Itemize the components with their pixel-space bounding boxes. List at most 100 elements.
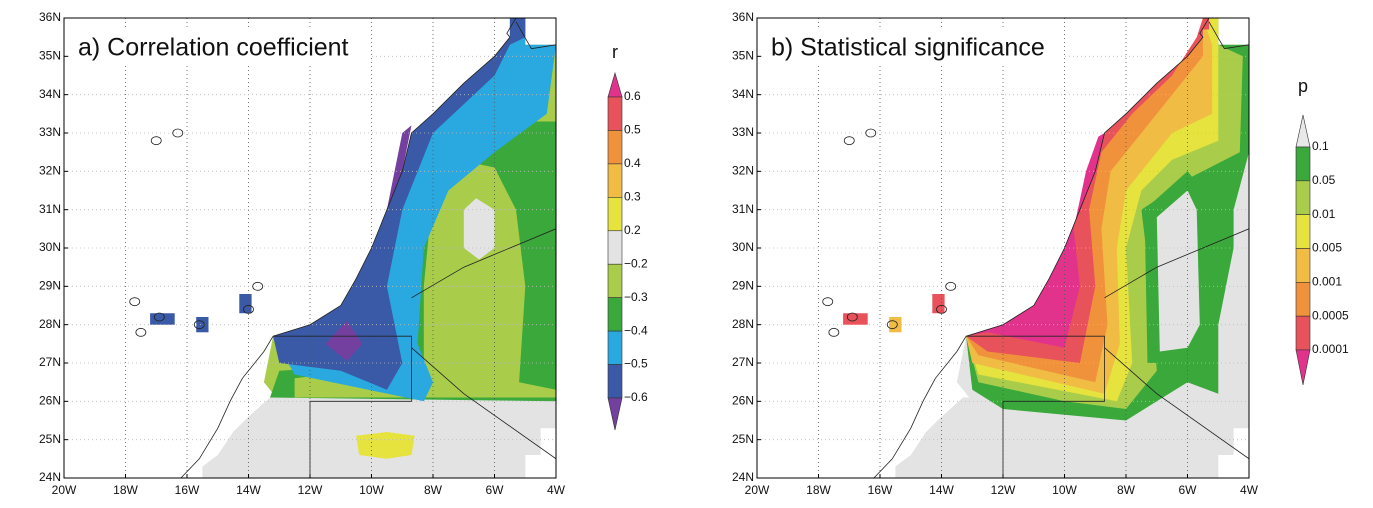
colorbar-end	[607, 397, 623, 431]
island	[843, 136, 855, 146]
lat-label: 36N	[732, 10, 754, 24]
border	[273, 335, 412, 478]
colorbar-tick-label: 0.0001	[1312, 342, 1349, 356]
colorbar-tick-label: −0.5	[624, 357, 648, 371]
lat-label: 28N	[39, 317, 61, 331]
colorbar-label: p	[1298, 76, 1308, 96]
colorbar-tick-label: 0.05	[1312, 173, 1336, 187]
lon-label: 18W	[806, 483, 831, 497]
contour-fill	[889, 317, 902, 333]
border	[1104, 347, 1249, 460]
contour-fill	[966, 18, 1203, 363]
lat-label: 29N	[732, 279, 754, 293]
contour-fill	[463, 198, 495, 260]
lon-label: 20W	[52, 483, 77, 497]
colorbar-segment	[607, 297, 623, 332]
lat-label: 35N	[732, 49, 754, 63]
contour-fill	[325, 320, 363, 362]
lon-label: 6W	[486, 483, 505, 497]
lat-label: 30N	[39, 240, 61, 254]
contour-fill	[895, 397, 1249, 478]
colorbar-segment	[1295, 214, 1311, 249]
contour-fill	[1156, 190, 1200, 352]
island	[252, 281, 264, 291]
coastline	[1208, 21, 1249, 50]
contour-fill	[932, 294, 945, 314]
island	[945, 281, 957, 291]
lon-label: 16W	[868, 483, 893, 497]
island	[193, 320, 205, 330]
colorbar-segment	[607, 263, 623, 298]
island	[822, 297, 834, 307]
lat-label: 28N	[732, 317, 754, 331]
colorbar-tick-label: −0.2	[624, 256, 648, 270]
lat-label: 33N	[39, 125, 61, 139]
lon-label: 14W	[929, 483, 954, 497]
colorbar-segment	[607, 330, 623, 365]
colorbar-end	[1295, 114, 1311, 148]
colorbar-segment	[1295, 248, 1311, 283]
panel-title: b) Statistical significance	[771, 34, 1045, 62]
colorbar-tick-label: −0.4	[624, 323, 648, 337]
colorbar-segment	[607, 364, 623, 399]
lon-label: 4W	[1240, 483, 1259, 497]
colorbar-tick-label: 0.1	[1312, 139, 1329, 153]
lon-label: 14W	[236, 483, 261, 497]
island	[936, 304, 947, 314]
lon-label: 10W	[1052, 483, 1077, 497]
lon-label: 8W	[1117, 483, 1136, 497]
lat-label: 27N	[732, 355, 754, 369]
contour-fill	[273, 18, 526, 390]
border	[411, 228, 556, 299]
island	[243, 304, 254, 314]
lat-label: 36N	[39, 10, 61, 24]
island	[135, 327, 147, 337]
colorbar-label: r	[612, 42, 618, 62]
colorbar-segment	[1295, 180, 1311, 215]
lat-label: 35N	[39, 49, 61, 63]
lat-label: 25N	[39, 432, 61, 446]
coastline	[515, 21, 556, 50]
colorbar-tick-label: 0.005	[1312, 241, 1342, 255]
contour-fill	[386, 125, 412, 210]
colorbar-segment	[1295, 282, 1311, 317]
colorbar-tick-label: 0.0005	[1312, 308, 1349, 322]
border	[966, 335, 1105, 478]
lat-label: 26N	[39, 394, 61, 408]
lat-label: 25N	[732, 432, 754, 446]
colorbar-tick-label: 0.2	[624, 223, 641, 237]
contour-fill	[239, 294, 252, 314]
lon-label: 4W	[547, 483, 566, 497]
island	[129, 297, 141, 307]
colorbar-segment	[1295, 315, 1311, 351]
contour-fill	[843, 313, 868, 325]
colorbar-segment	[607, 163, 623, 198]
island	[846, 312, 858, 322]
lat-label: 24N	[39, 470, 61, 484]
panel-title: a) Correlation coefficient	[78, 34, 349, 62]
colorbar-tick-label: −0.6	[624, 390, 648, 404]
lon-label: 18W	[113, 483, 138, 497]
title-box	[763, 30, 1063, 66]
colorbar-tick-label: 0.6	[624, 89, 641, 103]
lat-label: 31N	[732, 202, 754, 216]
lat-label: 34N	[732, 87, 754, 101]
colorbar-tick-label: 0.4	[624, 156, 641, 170]
contour-fill	[196, 317, 209, 333]
colorbar-tick-label: −0.3	[624, 290, 648, 304]
island	[886, 320, 898, 330]
colorbar-segment	[607, 130, 623, 165]
colorbar-tick-label: 0.01	[1312, 207, 1336, 221]
colorbar-segment	[1295, 146, 1311, 182]
lon-label: 12W	[991, 483, 1016, 497]
lat-label: 27N	[39, 355, 61, 369]
colorbar-tick-label: 0.5	[624, 123, 641, 137]
island	[153, 312, 165, 322]
map-panel	[64, 18, 556, 478]
lon-label: 6W	[1179, 483, 1198, 497]
lat-label: 30N	[732, 240, 754, 254]
lat-label: 29N	[39, 279, 61, 293]
lat-label: 33N	[732, 125, 754, 139]
lon-label: 8W	[424, 483, 443, 497]
